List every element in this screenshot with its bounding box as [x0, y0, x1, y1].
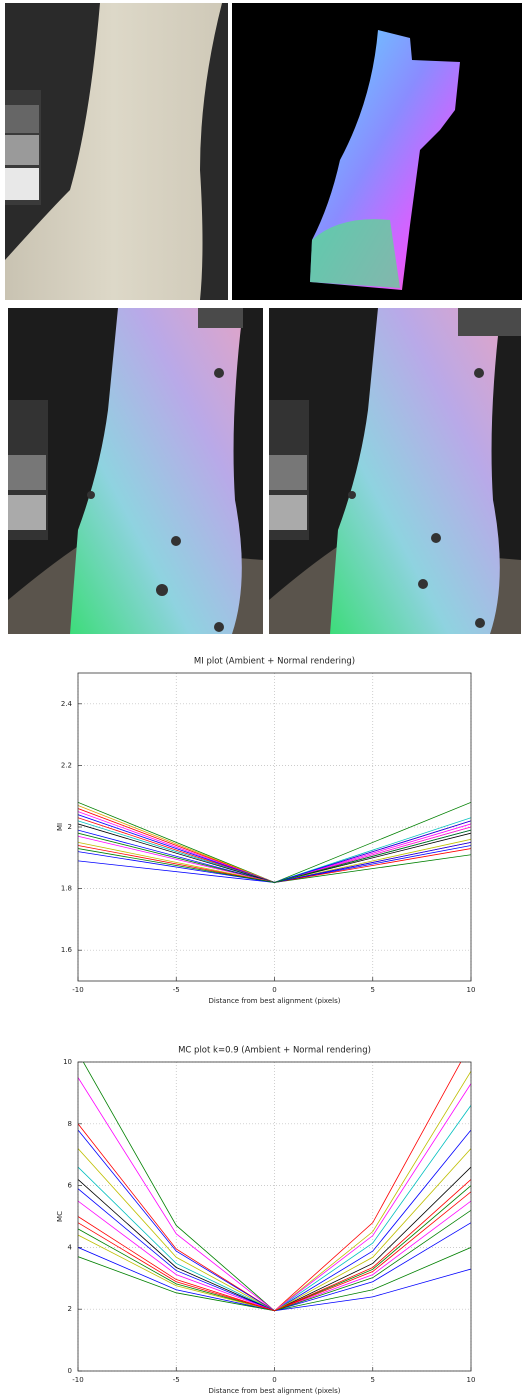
- chart: MI plot (Ambient + Normal rendering) Dist…: [56, 657, 475, 1006]
- x-tick-label: -10: [72, 1376, 83, 1384]
- y-tick-label: 8: [68, 1120, 72, 1128]
- chart-title: MC plot k=0.9 (Ambient + Normal renderin…: [178, 1046, 371, 1056]
- plot-border: [77, 1061, 472, 1372]
- y-tick-label: 0: [68, 1367, 72, 1375]
- y-axis-label: MI: [56, 823, 64, 831]
- x-tick-label: 0: [272, 1376, 276, 1384]
- y-tick-label: 6: [68, 1182, 73, 1190]
- lines: [78, 801, 471, 883]
- x-tick-label: -10: [72, 986, 83, 994]
- x-tick-label: 5: [371, 1376, 375, 1384]
- plot-border: [77, 672, 472, 982]
- y-tick-label: 1.8: [61, 885, 72, 893]
- x-axis-label: Distance from best alignment (pixels): [209, 1387, 341, 1395]
- x-tick-label: 10: [467, 986, 476, 994]
- x-tick-label: -5: [173, 986, 180, 994]
- x-tick-label: 10: [467, 1376, 476, 1384]
- skin-photo: [5, 3, 228, 300]
- y-axis-label: MC: [56, 1211, 64, 1222]
- chart-title: MI plot (Ambient + Normal rendering): [194, 657, 355, 667]
- y-tick-label: 2.2: [61, 761, 72, 769]
- series-line: [78, 1179, 471, 1312]
- y-tick-label: 2: [68, 823, 72, 831]
- y-tick-label: 4: [68, 1243, 73, 1251]
- normal-map: [232, 3, 522, 300]
- y-tick-label: 2.4: [61, 700, 73, 708]
- x-tick-label: 0: [272, 986, 276, 994]
- lines: [78, 1062, 471, 1312]
- x-tick-label: -5: [173, 1376, 180, 1384]
- overlay-left: [8, 308, 263, 634]
- series-line: [78, 829, 471, 883]
- y-tick-label: 1.6: [61, 946, 73, 954]
- overlay-right: [269, 308, 521, 634]
- x-tick-label: 5: [371, 986, 375, 994]
- y-tick-label: 10: [63, 1058, 72, 1066]
- x-axis-label: Distance from best alignment (pixels): [209, 997, 341, 1005]
- chart: MC plot k=0.9 (Ambient + Normal renderin…: [56, 1046, 476, 1396]
- plot-area: [78, 1062, 471, 1371]
- y-tick-label: 2: [68, 1305, 72, 1313]
